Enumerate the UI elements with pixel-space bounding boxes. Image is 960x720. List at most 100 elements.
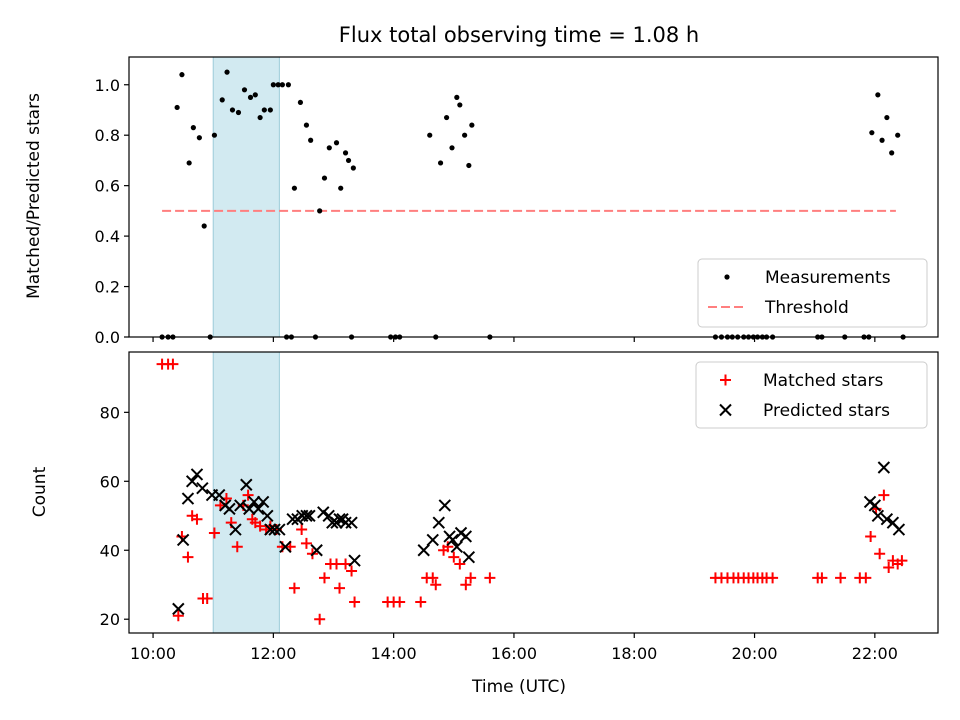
matched-star-point	[835, 572, 847, 584]
matched-star-point	[182, 551, 194, 563]
measurement-point	[350, 165, 356, 171]
x-axis-label: Time (UTC)	[471, 677, 566, 697]
xtick-label: 14:00	[371, 644, 417, 663]
matched-star-point	[318, 572, 330, 584]
bottom-legend-box	[695, 361, 928, 429]
bottom-ytick-label: 40	[100, 541, 120, 560]
measurement-point	[879, 137, 885, 143]
measurement-point	[437, 160, 444, 166]
measurement-point	[270, 82, 276, 88]
measurement-point	[219, 97, 225, 103]
predicted-star-point	[348, 554, 361, 567]
predicted-star-point	[877, 461, 891, 474]
bottom-ylabel: Count	[30, 466, 50, 517]
matched-star-point	[242, 489, 254, 501]
predicted-star-point	[268, 523, 281, 536]
matched-star-point	[314, 613, 326, 625]
measurement-point	[229, 107, 236, 113]
matched-star-point	[883, 561, 895, 573]
xtick-label: 16:00	[491, 644, 537, 663]
predicted-star-point	[243, 502, 256, 516]
predicted-star-point	[252, 502, 265, 516]
measurement-point	[252, 92, 258, 98]
bottom-ytick-label: 80	[100, 403, 120, 422]
matched-star-point	[896, 555, 908, 567]
legend-measurements-label: Measurements	[765, 268, 891, 288]
predicted-star-point	[462, 550, 476, 564]
xtick-label: 18:00	[611, 644, 657, 663]
measurement-point	[186, 160, 192, 166]
xtick-label: 10:00	[130, 644, 176, 663]
measurement-point	[241, 87, 248, 93]
predicted-star-point	[213, 488, 226, 502]
measurement-point	[333, 140, 340, 146]
bottom-axes-frame	[128, 351, 939, 634]
matched-star-point	[340, 558, 352, 570]
measurement-point	[317, 208, 323, 214]
bottom-ytick-label: 20	[100, 610, 120, 629]
predicted-star-point	[310, 544, 323, 557]
measurement-point	[466, 162, 472, 169]
measurement-point	[345, 157, 352, 164]
predicted-star-point	[326, 516, 339, 529]
measurement-point	[190, 125, 196, 131]
predicted-star-point	[181, 492, 195, 505]
xtick-label: 22:00	[852, 644, 898, 663]
top-highlight-span	[212, 56, 280, 338]
predicted-star-point	[190, 468, 204, 481]
predicted-star-point	[273, 523, 286, 536]
matched-star-point	[300, 537, 312, 549]
predicted-star-point	[426, 533, 439, 547]
measurement-point	[267, 107, 273, 113]
measurement-point	[895, 132, 901, 138]
predicted-star-point	[417, 544, 430, 557]
xtick-label: 12:00	[250, 644, 296, 663]
measurement-point	[326, 145, 332, 151]
measurement-point	[224, 69, 230, 75]
matched-star-point	[346, 565, 358, 577]
matched-star-point	[394, 596, 406, 608]
top-legend-box	[697, 258, 928, 328]
top-ytick-label: 0.8	[95, 126, 120, 145]
measurement-point	[875, 92, 881, 98]
measurement-point	[201, 223, 207, 229]
matched-star-point	[191, 513, 203, 525]
measurement-point	[291, 185, 298, 191]
top-panel: 0.0 0.2 0.4 0.6 0.8 1.0 Measurements Threshold	[95, 56, 939, 347]
predicted-star-point	[279, 540, 292, 554]
measurement-point	[261, 107, 267, 113]
predicted-star-point	[286, 513, 299, 526]
measurement-point	[454, 94, 460, 100]
measurement-point	[279, 82, 285, 88]
predicted-star-point	[303, 509, 316, 522]
matched-star-point	[208, 527, 220, 539]
measurement-point	[275, 82, 281, 88]
matched-star-point	[167, 358, 179, 370]
predicted-star-point	[223, 502, 236, 516]
measurement-point	[469, 122, 475, 128]
top-ytick-label: 0.0	[95, 328, 120, 347]
predicted-star-point	[229, 523, 242, 536]
predicted-star-point	[256, 495, 270, 509]
top-axes-frame	[128, 56, 939, 338]
predicted-star-point	[264, 523, 277, 536]
measurement-point	[285, 82, 291, 88]
predicted-star-point	[880, 513, 894, 526]
top-legend: Measurements Threshold	[697, 258, 928, 328]
measurement-point	[211, 132, 218, 138]
measurement-point	[869, 130, 875, 136]
predicted-star-point	[438, 499, 451, 512]
matched-star-point	[288, 582, 300, 594]
measurement-point	[247, 94, 254, 100]
predicted-star-point	[892, 523, 906, 536]
measurement-point	[235, 109, 242, 116]
predicted-star-point	[247, 495, 261, 509]
matched-star-point	[484, 572, 496, 584]
bottom-legend: Matched stars Predicted stars	[695, 361, 928, 429]
matched-star-point	[460, 579, 472, 591]
chart-title: Flux total observing time = 1.08 h	[339, 23, 699, 47]
matched-star-point	[442, 541, 454, 553]
legend-predicted-marker	[719, 403, 732, 417]
predicted-star-point	[234, 499, 247, 512]
